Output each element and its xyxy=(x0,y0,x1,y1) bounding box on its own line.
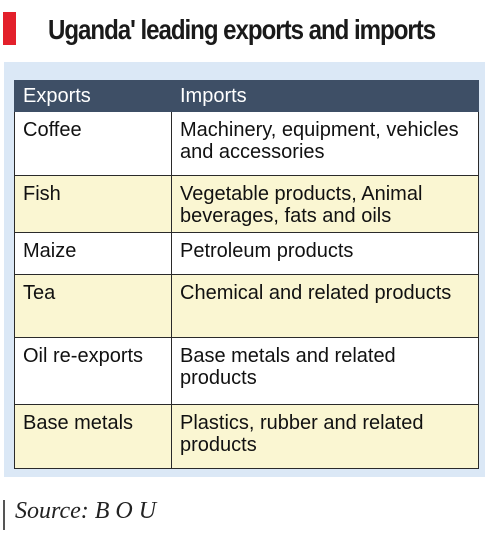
table-row: Base metals Plastics, rubber and related… xyxy=(14,404,479,469)
column-header-exports: Exports xyxy=(14,80,172,112)
table-row: Maize Petroleum products xyxy=(14,232,479,275)
table-header-row: Exports Imports xyxy=(14,80,479,112)
import-cell: Machinery, equipment, vehicles and acces… xyxy=(171,111,479,176)
export-cell: Base metals xyxy=(14,404,172,469)
source-divider xyxy=(3,500,5,530)
export-cell: Maize xyxy=(14,232,172,275)
export-cell: Fish xyxy=(14,175,172,233)
export-cell: Coffee xyxy=(14,111,172,176)
title-bar: Uganda' leading exports and imports xyxy=(0,10,487,50)
import-cell: Vegetable products, Animal beverages, fa… xyxy=(171,175,479,233)
table-row: Fish Vegetable products, Animal beverage… xyxy=(14,175,479,233)
import-cell: Base metals and related products xyxy=(171,337,479,405)
source-credit: Source: B O U xyxy=(15,498,157,524)
column-header-imports: Imports xyxy=(171,80,479,112)
import-cell: Plastics, rubber and related products xyxy=(171,404,479,469)
import-cell: Petroleum products xyxy=(171,232,479,275)
export-cell: Oil re-exports xyxy=(14,337,172,405)
table-row: Tea Chemical and related products xyxy=(14,274,479,338)
title-accent-bar xyxy=(3,12,16,45)
page-title: Uganda' leading exports and imports xyxy=(48,14,436,45)
table-row: Oil re-exports Base metals and related p… xyxy=(14,337,479,405)
export-cell: Tea xyxy=(14,274,172,338)
import-cell: Chemical and related products xyxy=(171,274,479,338)
exports-imports-table: Exports Imports Coffee Machinery, equipm… xyxy=(14,80,479,469)
table-row: Coffee Machinery, equipment, vehicles an… xyxy=(14,111,479,176)
